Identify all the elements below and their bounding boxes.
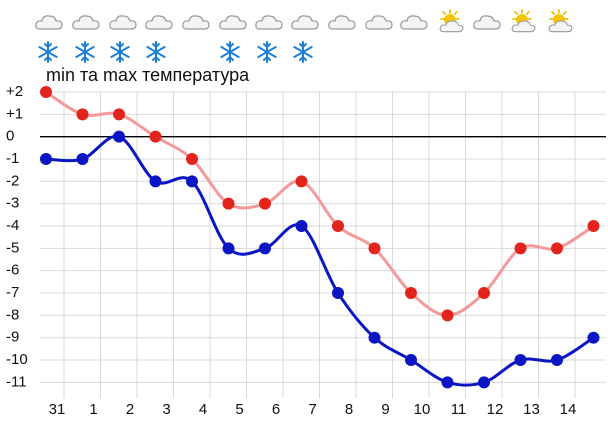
data-point bbox=[259, 197, 271, 210]
sun-cloud-icon bbox=[511, 8, 536, 33]
snow-icon bbox=[293, 41, 313, 63]
x-tick-label: 4 bbox=[199, 401, 207, 418]
data-point bbox=[441, 309, 454, 322]
y-tick-label: -7 bbox=[6, 284, 19, 301]
series-line bbox=[45, 90, 595, 317]
cloud-icon bbox=[365, 15, 393, 30]
snow-icon bbox=[75, 41, 95, 63]
data-point bbox=[405, 354, 417, 367]
x-tick-label: 5 bbox=[235, 401, 243, 418]
data-point bbox=[40, 153, 52, 166]
cloud-icon bbox=[35, 15, 63, 30]
cloud-icon bbox=[109, 15, 137, 30]
sun-cloud-icon bbox=[439, 8, 464, 33]
y-tick-label: +1 bbox=[6, 105, 23, 122]
data-point bbox=[587, 331, 600, 344]
data-point bbox=[295, 175, 308, 188]
data-point bbox=[405, 287, 417, 300]
snow-icon bbox=[146, 41, 166, 63]
data-point bbox=[113, 130, 125, 143]
x-tick-label: 31 bbox=[49, 401, 66, 418]
cloud-icon bbox=[400, 15, 428, 30]
x-tick-label: 9 bbox=[381, 401, 389, 418]
data-point bbox=[332, 220, 344, 233]
data-point bbox=[551, 242, 563, 255]
data-point bbox=[514, 354, 527, 367]
cloud-icon bbox=[219, 15, 247, 30]
y-tick-label: -2 bbox=[6, 172, 19, 189]
sun-cloud-icon bbox=[548, 8, 573, 33]
data-point bbox=[368, 331, 381, 344]
snow-icon bbox=[38, 41, 58, 63]
data-point bbox=[76, 108, 89, 121]
data-point bbox=[113, 108, 125, 121]
cloud-icon bbox=[328, 15, 356, 30]
weather-icons bbox=[35, 8, 573, 63]
x-tick-label: 10 bbox=[414, 401, 431, 418]
data-point bbox=[222, 242, 235, 255]
data-point bbox=[587, 220, 600, 233]
data-point bbox=[478, 287, 490, 300]
y-tick-label: -8 bbox=[6, 306, 19, 323]
data-point bbox=[441, 376, 454, 389]
y-tick-label: 0 bbox=[6, 128, 14, 145]
data-point bbox=[76, 153, 89, 166]
data-point bbox=[186, 175, 198, 188]
data-point bbox=[222, 197, 235, 210]
cloud-icon bbox=[145, 15, 173, 30]
x-tick-label: 8 bbox=[345, 401, 353, 418]
cloud-icon bbox=[473, 15, 501, 30]
cloud-icon bbox=[291, 15, 319, 30]
y-tick-label: -9 bbox=[6, 329, 19, 346]
series-line bbox=[45, 134, 595, 387]
cloud-icon bbox=[182, 15, 210, 30]
x-tick-label: 6 bbox=[272, 401, 280, 418]
data-point bbox=[295, 220, 308, 233]
data-point bbox=[332, 287, 344, 300]
data-point bbox=[478, 376, 490, 389]
x-tick-label: 1 bbox=[89, 401, 97, 418]
y-tick-label: -4 bbox=[6, 217, 19, 234]
y-tick-label: -5 bbox=[6, 239, 19, 256]
x-tick-label: 3 bbox=[162, 401, 170, 418]
snow-icon bbox=[110, 41, 130, 63]
data-point bbox=[514, 242, 527, 255]
x-tick-label: 13 bbox=[523, 401, 540, 418]
chart-title: min та max температура bbox=[46, 65, 250, 85]
data-point bbox=[368, 242, 381, 255]
y-tick-label: -3 bbox=[6, 195, 19, 212]
x-tick-label: 7 bbox=[308, 401, 316, 418]
snow-icon bbox=[257, 41, 277, 63]
y-tick-label: -1 bbox=[6, 150, 19, 167]
cloud-icon bbox=[72, 15, 100, 30]
snow-icon bbox=[220, 41, 240, 63]
x-tick-label: 2 bbox=[126, 401, 134, 418]
x-tick-label: 12 bbox=[487, 401, 504, 418]
data-point bbox=[186, 153, 198, 166]
y-tick-label: -11 bbox=[6, 373, 27, 390]
x-tick-label: 14 bbox=[560, 401, 577, 418]
y-tick-label: +2 bbox=[6, 83, 23, 100]
y-tick-label: -6 bbox=[6, 262, 19, 279]
data-point bbox=[259, 242, 271, 255]
y-tick-label: -10 bbox=[6, 351, 28, 368]
data-point bbox=[40, 86, 52, 98]
x-tick-label: 11 bbox=[451, 401, 467, 418]
data-point bbox=[149, 130, 162, 143]
cloud-icon bbox=[255, 15, 283, 30]
data-point bbox=[149, 175, 162, 188]
data-point bbox=[551, 354, 563, 367]
